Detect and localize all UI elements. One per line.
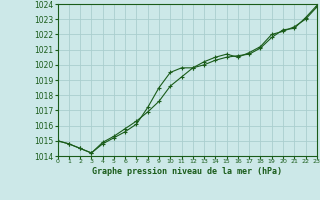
X-axis label: Graphe pression niveau de la mer (hPa): Graphe pression niveau de la mer (hPa)	[92, 167, 282, 176]
